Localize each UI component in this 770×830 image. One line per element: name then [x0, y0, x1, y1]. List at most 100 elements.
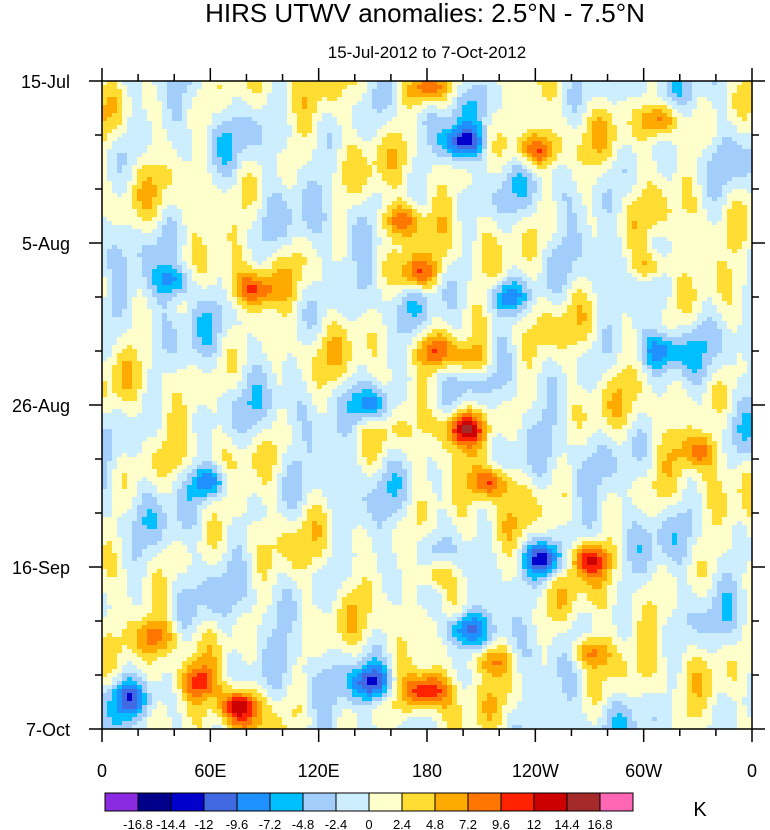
heatmap-cell [447, 153, 453, 158]
heatmap-cell [712, 121, 718, 126]
heatmap-cell [352, 229, 358, 234]
heatmap-cell [627, 125, 633, 130]
heatmap-cell [722, 85, 728, 90]
heatmap-cell [562, 201, 568, 206]
heatmap-cell [547, 81, 553, 86]
heatmap-cell [302, 157, 308, 162]
heatmap-cell [637, 121, 643, 126]
heatmap-cell [437, 197, 443, 202]
heatmap-cell [252, 89, 258, 94]
heatmap-cell [362, 173, 368, 178]
heatmap-cell [617, 169, 623, 174]
heatmap-cell [572, 185, 578, 190]
heatmap-cell [262, 209, 268, 214]
heatmap-cell [292, 233, 298, 238]
heatmap-cell [572, 213, 578, 218]
heatmap-cell [627, 201, 633, 206]
heatmap-cell [122, 209, 128, 214]
heatmap-cell [212, 161, 218, 166]
heatmap-cell [232, 169, 238, 174]
heatmap-cell [192, 193, 198, 198]
heatmap-cell [607, 125, 613, 130]
heatmap-cell [197, 97, 203, 102]
heatmap-cell [287, 193, 293, 198]
heatmap-cell [632, 209, 638, 214]
heatmap-cell [167, 145, 173, 150]
heatmap-cell [577, 221, 583, 226]
heatmap-cell [612, 117, 618, 122]
heatmap-cell [152, 137, 158, 142]
heatmap-cell [732, 121, 738, 126]
heatmap-cell [167, 229, 173, 234]
heatmap-cell [587, 217, 593, 222]
heatmap-cell [562, 197, 568, 202]
heatmap-cell [187, 189, 193, 194]
heatmap-cell [592, 117, 598, 122]
heatmap-cell [527, 161, 533, 166]
heatmap-cell [672, 213, 678, 218]
heatmap-cell [692, 213, 698, 218]
heatmap-cell [257, 109, 263, 114]
heatmap-cell [447, 97, 453, 102]
heatmap-cell [397, 189, 403, 194]
heatmap-cell [702, 205, 708, 210]
heatmap-cell [692, 189, 698, 194]
heatmap-cell [417, 97, 423, 102]
heatmap-cell [537, 177, 543, 182]
heatmap-cell [632, 97, 638, 102]
heatmap-cell [527, 113, 533, 118]
heatmap-cell [277, 125, 283, 130]
heatmap-cell [172, 81, 178, 86]
heatmap-cell [612, 109, 618, 114]
heatmap-cell [512, 137, 518, 142]
heatmap-cell [627, 161, 633, 166]
heatmap-cell [517, 173, 523, 178]
heatmap-cell [702, 209, 708, 214]
heatmap-cell [227, 185, 233, 190]
heatmap-cell [152, 185, 158, 190]
heatmap-cell [227, 81, 233, 86]
heatmap-cell [347, 157, 353, 162]
heatmap-cell [362, 101, 368, 106]
heatmap-cell [252, 217, 258, 222]
heatmap-cell [272, 221, 278, 226]
heatmap-cell [217, 209, 223, 214]
heatmap-cell [692, 105, 698, 110]
heatmap-cell [387, 133, 393, 138]
heatmap-cell [402, 213, 408, 218]
chart-title: HIRS UTWV anomalies: 2.5°N - 7.5°N [205, 0, 645, 28]
heatmap-cell [157, 125, 163, 130]
heatmap-cell [647, 217, 653, 222]
heatmap-cell [527, 153, 533, 158]
heatmap-cell [492, 229, 498, 234]
heatmap-cell [727, 117, 733, 122]
heatmap-cell [577, 105, 583, 110]
heatmap-cell [462, 93, 468, 98]
heatmap-cell [702, 137, 708, 142]
heatmap-cell [567, 109, 573, 114]
heatmap-cell [632, 81, 638, 86]
heatmap-cell [277, 121, 283, 126]
heatmap-cell [602, 81, 608, 86]
heatmap-cell [482, 105, 488, 110]
heatmap-cell [722, 81, 728, 86]
heatmap-cell [347, 105, 353, 110]
heatmap-cell [162, 209, 168, 214]
heatmap-cell [397, 193, 403, 198]
heatmap-cell [552, 213, 558, 218]
heatmap-cell [677, 177, 683, 182]
heatmap-cell [317, 161, 323, 166]
heatmap-cell [737, 165, 743, 170]
heatmap-cell [657, 105, 663, 110]
heatmap-cell [382, 173, 388, 178]
heatmap-cell [712, 217, 718, 222]
heatmap-cell [747, 85, 753, 90]
heatmap-cell [717, 153, 723, 158]
heatmap-cell [252, 129, 258, 134]
heatmap-cell [327, 205, 333, 210]
heatmap-cell [357, 233, 363, 238]
heatmap-cell [232, 93, 238, 98]
heatmap-cell [202, 105, 208, 110]
heatmap-cell [577, 157, 583, 162]
heatmap-cell [237, 121, 243, 126]
